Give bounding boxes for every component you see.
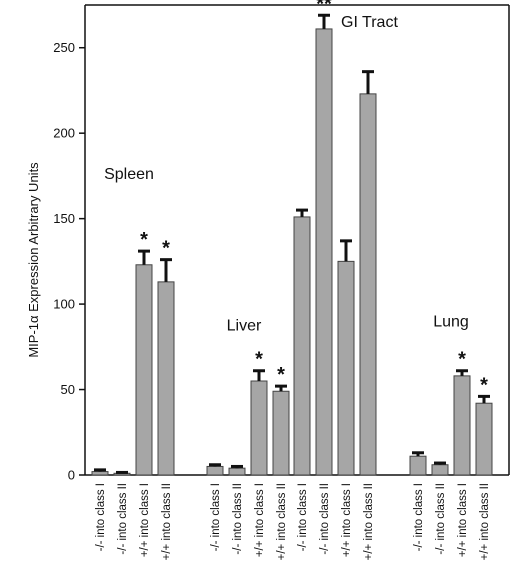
x-tick-label: -/- into class II (319, 483, 331, 555)
bar-gi-tract-2 (315, 28, 333, 476)
y-tick-label: 250 (53, 40, 75, 55)
bar-liver-2 (228, 467, 246, 476)
x-tick-label: +/+ into class II (479, 483, 491, 560)
significance-marker: ** (316, 0, 332, 15)
bar-liver-1 (206, 465, 224, 476)
group-label-lung: Lung (433, 314, 469, 331)
x-tick-label: +/+ into class II (276, 483, 288, 560)
significance-marker: * (277, 364, 285, 386)
x-tick-label: -/- into class I (413, 483, 425, 551)
axes: 0 50 100 150 200 250 (53, 4, 510, 483)
group-label-spleen: Spleen (104, 166, 154, 183)
group-label-gi-tract: GI Tract (341, 14, 398, 31)
y-axis-label: MIP-1α Expression Arbitrary Units (26, 162, 41, 358)
significance-marker: * (255, 349, 263, 371)
bar-liver-3 (250, 380, 268, 476)
x-tick-label: +/+ into class I (341, 483, 353, 557)
x-tick-label: -/- into class II (117, 483, 129, 555)
y-tick-label: 150 (53, 211, 75, 226)
bar-spleen-3 (135, 264, 153, 476)
x-tick-label: -/- into class II (435, 483, 447, 555)
bar-gi-tract-4 (359, 93, 377, 476)
y-tick-label: 50 (61, 382, 75, 397)
y-tick-label: 0 (68, 468, 75, 483)
significance-marker: * (458, 349, 466, 371)
x-tick-label: +/+ into class I (457, 483, 469, 557)
x-tick-label: -/- into class I (95, 483, 107, 551)
bar-spleen-1 (91, 471, 109, 476)
y-tick-label: 100 (53, 297, 75, 312)
x-tick-label: +/+ into class II (363, 483, 375, 560)
bar-lung-1 (409, 455, 427, 476)
bar-liver-4 (272, 390, 290, 476)
bar-lung-4 (475, 402, 493, 476)
x-tick-label: -/- into class I (297, 483, 309, 551)
group-label-liver: Liver (227, 318, 262, 335)
x-tick-label: +/+ into class I (139, 483, 151, 557)
bars (91, 13, 493, 476)
x-tick-label: -/- into class I (210, 483, 222, 551)
significance-marker: * (140, 229, 148, 251)
bar-gi-tract-1 (293, 216, 311, 476)
bar-spleen-4 (157, 281, 175, 476)
x-tick-label: +/+ into class I (254, 483, 266, 557)
significance-marker: * (480, 374, 488, 396)
bar-lung-2 (431, 464, 449, 476)
labels: -/- into class I -/- into class II * +/+ in… (95, 0, 491, 560)
y-tick-label: 200 (53, 126, 75, 141)
x-tick-label: +/+ into class II (161, 483, 173, 560)
bar-lung-3 (453, 375, 471, 476)
significance-marker: * (162, 238, 170, 260)
x-tick-label: -/- into class II (232, 483, 244, 555)
bar-gi-tract-3 (337, 260, 355, 476)
